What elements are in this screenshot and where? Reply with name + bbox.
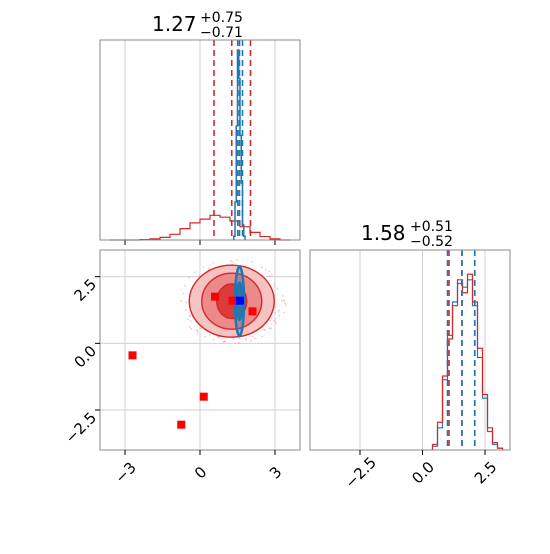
sample-point <box>217 336 219 339</box>
sample-point <box>280 300 283 302</box>
panel-frame <box>99 39 301 241</box>
sample-point <box>194 271 197 274</box>
sample-point <box>273 283 276 285</box>
sample-point <box>268 327 271 329</box>
sample-point <box>187 318 190 321</box>
sample-point <box>269 319 271 322</box>
sample-point <box>285 304 287 306</box>
sample-point <box>188 326 191 328</box>
sample-point <box>212 338 215 341</box>
marker-blue-square <box>236 296 244 305</box>
sample-point <box>234 342 237 345</box>
sample-point <box>198 274 201 277</box>
sample-point <box>254 337 256 339</box>
sample-point <box>264 268 267 271</box>
sample-point <box>268 275 271 277</box>
title-param2-upper: +0.51 <box>410 219 453 235</box>
histogram-red <box>110 214 290 241</box>
sample-point <box>263 329 266 332</box>
sample-point <box>189 320 192 322</box>
sample-point <box>237 342 240 344</box>
sample-point <box>251 261 253 263</box>
title-param2-lower: −0.52 <box>410 234 453 250</box>
sample-point <box>180 300 182 302</box>
histogram-panel-param1 <box>99 39 301 245</box>
sample-point <box>274 312 276 314</box>
sample-point <box>239 337 241 340</box>
marker-red-square <box>228 296 237 305</box>
sample-point <box>250 340 252 342</box>
sample-point <box>188 315 191 318</box>
sample-point <box>275 321 277 324</box>
title-param1-lower: −0.71 <box>200 25 243 41</box>
title-param2-value: 1.58 <box>361 221 406 245</box>
sample-point <box>278 309 281 312</box>
title-param1-value: 1.27 <box>152 12 197 36</box>
marker-red-square <box>199 392 208 401</box>
sample-point <box>190 328 192 330</box>
sample-point <box>251 335 254 338</box>
sample-point <box>273 285 276 288</box>
sample-point <box>277 311 280 313</box>
sample-point <box>284 302 286 304</box>
sample-point <box>245 338 247 340</box>
marker-red-square <box>211 292 219 301</box>
sample-point <box>278 315 281 317</box>
histogram-panel-param2: −2.5 0.0 2.5 <box>309 249 511 492</box>
sample-point <box>202 266 205 269</box>
sample-point <box>268 270 271 273</box>
sample-point <box>229 259 232 262</box>
title-param1-upper: +0.75 <box>200 10 243 26</box>
marker-red-square <box>177 420 186 429</box>
sample-point <box>200 327 203 330</box>
sample-point <box>271 274 273 276</box>
sample-point <box>188 276 190 279</box>
marker-red-square <box>128 351 137 360</box>
sample-point <box>274 318 276 321</box>
histogram-blue <box>233 49 246 240</box>
sample-point <box>182 292 185 295</box>
sample-point <box>270 327 272 330</box>
sample-point <box>204 335 206 338</box>
sample-point <box>261 266 263 269</box>
sample-point <box>282 311 285 314</box>
sample-point <box>212 261 214 264</box>
sample-point <box>184 285 186 287</box>
sample-point <box>196 331 199 334</box>
sample-point <box>261 335 264 338</box>
histogram-red <box>431 273 504 450</box>
sample-point <box>185 301 188 304</box>
panel-frame <box>309 249 511 451</box>
sample-point <box>282 295 284 297</box>
sample-point <box>223 341 226 343</box>
sample-point <box>196 330 199 332</box>
sample-point <box>232 337 235 340</box>
sample-point <box>195 328 198 331</box>
sample-point <box>184 309 187 311</box>
sample-point <box>273 319 275 322</box>
sample-point <box>270 323 273 326</box>
sample-point <box>271 316 273 319</box>
sample-point <box>276 288 278 290</box>
marker-red-square <box>248 307 257 316</box>
sample-point <box>283 299 285 302</box>
sample-point <box>231 260 233 263</box>
sample-point <box>236 259 238 261</box>
sample-point <box>245 339 247 341</box>
sample-point <box>208 334 211 336</box>
